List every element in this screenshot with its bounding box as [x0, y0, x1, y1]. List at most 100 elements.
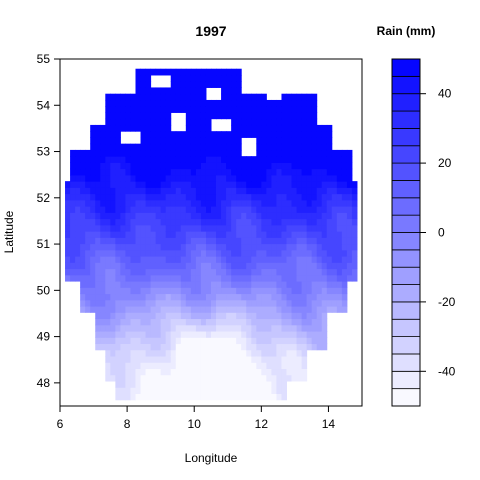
rain-cell: [90, 306, 96, 313]
rain-cell: [150, 349, 157, 357]
rain-cell: [200, 206, 207, 213]
rain-cell: [226, 299, 232, 307]
rain-cell: [125, 331, 131, 338]
rain-cell: [211, 149, 217, 157]
rain-cell: [120, 106, 126, 113]
rain-cell: [140, 293, 147, 301]
rain-cell: [301, 262, 308, 270]
rain-cell: [291, 206, 298, 213]
rain-cell: [316, 249, 323, 257]
rain-cell: [321, 224, 328, 232]
rain-cell: [180, 149, 187, 157]
rain-cell: [306, 256, 313, 263]
rain-cell: [251, 343, 257, 351]
rain-cell: [246, 199, 252, 207]
rain-cell: [205, 68, 212, 76]
rain-cell: [95, 312, 101, 320]
rain-cell: [231, 281, 237, 288]
rain-cell: [256, 212, 262, 220]
rain-cell: [150, 299, 157, 307]
rain-cell: [125, 293, 131, 301]
rain-cell: [281, 118, 287, 126]
rain-cell: [336, 281, 343, 288]
rain-cell: [211, 287, 217, 295]
rain-cell: [205, 187, 212, 195]
rain-cell: [105, 174, 111, 182]
rain-cell: [125, 118, 131, 126]
rain-cell: [216, 137, 222, 145]
rain-cell: [276, 318, 282, 326]
rain-cell: [140, 256, 147, 263]
rain-cell: [150, 206, 157, 213]
rain-cell: [231, 187, 237, 195]
rain-cell: [205, 112, 212, 120]
rain-cell: [316, 331, 323, 338]
rain-cell: [341, 287, 348, 295]
rain-cell: [95, 199, 101, 207]
rain-cell: [261, 287, 267, 295]
rain-cell: [236, 268, 242, 276]
rain-cell: [281, 268, 287, 276]
rain-cell: [281, 156, 287, 163]
rain-cell: [135, 381, 142, 388]
rain-cell: [241, 93, 247, 101]
rain-cell: [130, 181, 136, 188]
rain-cell: [180, 337, 187, 345]
rain-cell: [261, 243, 267, 251]
rain-cell: [241, 206, 247, 213]
rain-cell: [236, 224, 242, 232]
rain-cell: [256, 112, 262, 120]
rain-cell: [296, 193, 303, 201]
rain-cell: [241, 106, 247, 113]
rain-cell: [85, 306, 91, 313]
rain-cell: [105, 212, 111, 220]
rain-cell: [155, 106, 162, 113]
legend-band: [391, 336, 421, 355]
rain-cell: [165, 193, 172, 201]
rain-cell: [110, 299, 116, 307]
rain-cell: [150, 312, 157, 320]
rain-cell: [180, 349, 187, 357]
rain-cell: [246, 218, 252, 226]
rain-cell: [160, 331, 167, 338]
rain-cell: [185, 368, 192, 376]
rain-cell: [311, 224, 318, 232]
rain-cell: [221, 187, 227, 195]
rain-cell: [266, 268, 272, 276]
rain-cell: [140, 99, 147, 107]
rain-cell: [281, 381, 287, 388]
rain-cell: [291, 156, 298, 163]
rain-cell: [211, 381, 217, 388]
rain-cell: [105, 106, 111, 113]
rain-cell: [140, 106, 147, 113]
rain-cell: [175, 324, 182, 332]
rain-cell: [261, 393, 267, 401]
rain-cell: [130, 337, 136, 345]
rain-cell: [236, 137, 242, 145]
rain-cell: [266, 287, 272, 295]
rain-cell: [216, 262, 222, 270]
rain-cell: [115, 299, 121, 307]
rain-cell: [321, 256, 328, 263]
rain-cell: [261, 268, 267, 276]
rain-cell: [316, 124, 323, 132]
rain-cell: [185, 143, 192, 151]
rain-cell: [326, 306, 333, 313]
y-tick-label: 54: [37, 98, 51, 112]
rain-cell: [251, 356, 257, 363]
rain-cell: [115, 343, 121, 351]
rain-cell: [170, 312, 177, 320]
rain-cell: [150, 187, 157, 195]
rain-cell: [80, 199, 86, 207]
rain-cell: [160, 256, 167, 263]
rain-cell: [331, 299, 338, 307]
rain-cell: [326, 168, 333, 176]
rain-cell: [130, 106, 136, 113]
rain-cell: [226, 349, 232, 357]
rain-cell: [185, 356, 192, 363]
rain-cell: [75, 224, 81, 232]
rain-cell: [266, 162, 272, 170]
rain-cell: [195, 99, 202, 107]
rain-cell: [150, 174, 157, 182]
rain-cell: [231, 137, 237, 145]
